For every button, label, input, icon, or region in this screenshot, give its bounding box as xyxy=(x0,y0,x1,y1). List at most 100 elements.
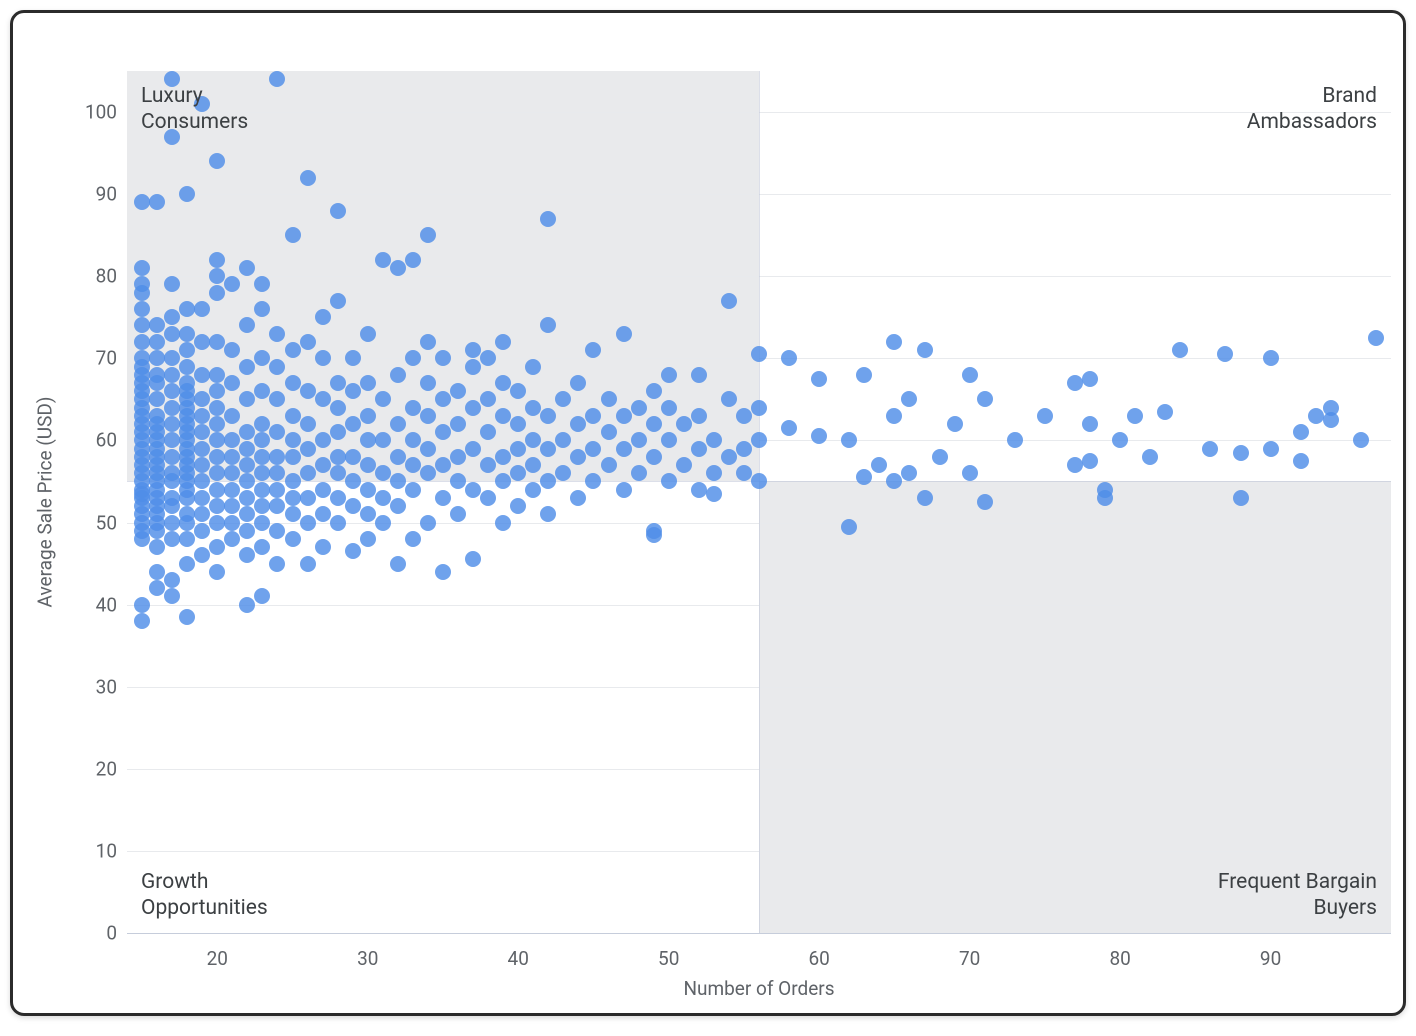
data-point[interactable] xyxy=(661,432,677,448)
data-point[interactable] xyxy=(510,498,526,514)
data-point[interactable] xyxy=(149,317,165,333)
data-point[interactable] xyxy=(917,490,933,506)
data-point[interactable] xyxy=(239,547,255,563)
data-point[interactable] xyxy=(1202,441,1218,457)
data-point[interactable] xyxy=(1353,432,1369,448)
data-point[interactable] xyxy=(194,547,210,563)
data-point[interactable] xyxy=(164,449,180,465)
data-point[interactable] xyxy=(390,367,406,383)
data-point[interactable] xyxy=(405,252,421,268)
data-point[interactable] xyxy=(676,416,692,432)
data-point[interactable] xyxy=(1233,445,1249,461)
data-point[interactable] xyxy=(300,515,316,531)
data-point[interactable] xyxy=(315,309,331,325)
data-point[interactable] xyxy=(164,326,180,342)
data-point[interactable] xyxy=(149,194,165,210)
data-point[interactable] xyxy=(962,367,978,383)
data-point[interactable] xyxy=(751,432,767,448)
data-point[interactable] xyxy=(405,400,421,416)
data-point[interactable] xyxy=(1293,453,1309,469)
data-point[interactable] xyxy=(209,515,225,531)
data-point[interactable] xyxy=(420,441,436,457)
data-point[interactable] xyxy=(1127,408,1143,424)
data-point[interactable] xyxy=(179,531,195,547)
data-point[interactable] xyxy=(510,383,526,399)
data-point[interactable] xyxy=(1263,350,1279,366)
data-point[interactable] xyxy=(330,515,346,531)
data-point[interactable] xyxy=(360,375,376,391)
data-point[interactable] xyxy=(856,469,872,485)
data-point[interactable] xyxy=(345,416,361,432)
data-point[interactable] xyxy=(405,432,421,448)
data-point[interactable] xyxy=(330,375,346,391)
data-point[interactable] xyxy=(510,416,526,432)
data-point[interactable] xyxy=(239,506,255,522)
data-point[interactable] xyxy=(164,588,180,604)
data-point[interactable] xyxy=(616,408,632,424)
data-point[interactable] xyxy=(285,531,301,547)
data-point[interactable] xyxy=(570,490,586,506)
data-point[interactable] xyxy=(1067,457,1083,473)
data-point[interactable] xyxy=(375,391,391,407)
data-point[interactable] xyxy=(239,490,255,506)
data-point[interactable] xyxy=(510,465,526,481)
data-point[interactable] xyxy=(435,391,451,407)
data-point[interactable] xyxy=(194,408,210,424)
data-point[interactable] xyxy=(405,350,421,366)
data-point[interactable] xyxy=(149,350,165,366)
data-point[interactable] xyxy=(646,416,662,432)
data-point[interactable] xyxy=(269,359,285,375)
data-point[interactable] xyxy=(330,449,346,465)
data-point[interactable] xyxy=(149,367,165,383)
data-point[interactable] xyxy=(315,539,331,555)
data-point[interactable] xyxy=(179,609,195,625)
data-point[interactable] xyxy=(585,441,601,457)
data-point[interactable] xyxy=(977,494,993,510)
data-point[interactable] xyxy=(480,350,496,366)
data-point[interactable] xyxy=(676,457,692,473)
data-point[interactable] xyxy=(149,539,165,555)
data-point[interactable] xyxy=(330,203,346,219)
data-point[interactable] xyxy=(254,276,270,292)
data-point[interactable] xyxy=(254,498,270,514)
data-point[interactable] xyxy=(435,457,451,473)
data-point[interactable] xyxy=(360,506,376,522)
data-point[interactable] xyxy=(330,490,346,506)
data-point[interactable] xyxy=(555,391,571,407)
data-point[interactable] xyxy=(239,260,255,276)
data-point[interactable] xyxy=(901,465,917,481)
data-point[interactable] xyxy=(631,400,647,416)
data-point[interactable] xyxy=(300,490,316,506)
data-point[interactable] xyxy=(706,465,722,481)
data-point[interactable] xyxy=(570,375,586,391)
data-point[interactable] xyxy=(224,432,240,448)
data-point[interactable] xyxy=(254,301,270,317)
data-point[interactable] xyxy=(1007,432,1023,448)
data-point[interactable] xyxy=(254,482,270,498)
data-point[interactable] xyxy=(450,449,466,465)
data-point[interactable] xyxy=(1323,400,1339,416)
data-point[interactable] xyxy=(179,556,195,572)
data-point[interactable] xyxy=(631,432,647,448)
data-point[interactable] xyxy=(194,301,210,317)
data-point[interactable] xyxy=(390,416,406,432)
data-point[interactable] xyxy=(360,457,376,473)
data-point[interactable] xyxy=(330,400,346,416)
data-point[interactable] xyxy=(164,383,180,399)
data-point[interactable] xyxy=(239,441,255,457)
data-point[interactable] xyxy=(134,301,150,317)
data-point[interactable] xyxy=(751,346,767,362)
data-point[interactable] xyxy=(285,449,301,465)
data-point[interactable] xyxy=(495,375,511,391)
data-point[interactable] xyxy=(134,613,150,629)
data-point[interactable] xyxy=(285,408,301,424)
data-point[interactable] xyxy=(736,441,752,457)
data-point[interactable] xyxy=(224,498,240,514)
data-point[interactable] xyxy=(149,580,165,596)
data-point[interactable] xyxy=(209,400,225,416)
data-point[interactable] xyxy=(405,531,421,547)
data-point[interactable] xyxy=(390,260,406,276)
data-point[interactable] xyxy=(811,428,827,444)
data-point[interactable] xyxy=(540,408,556,424)
data-point[interactable] xyxy=(435,424,451,440)
